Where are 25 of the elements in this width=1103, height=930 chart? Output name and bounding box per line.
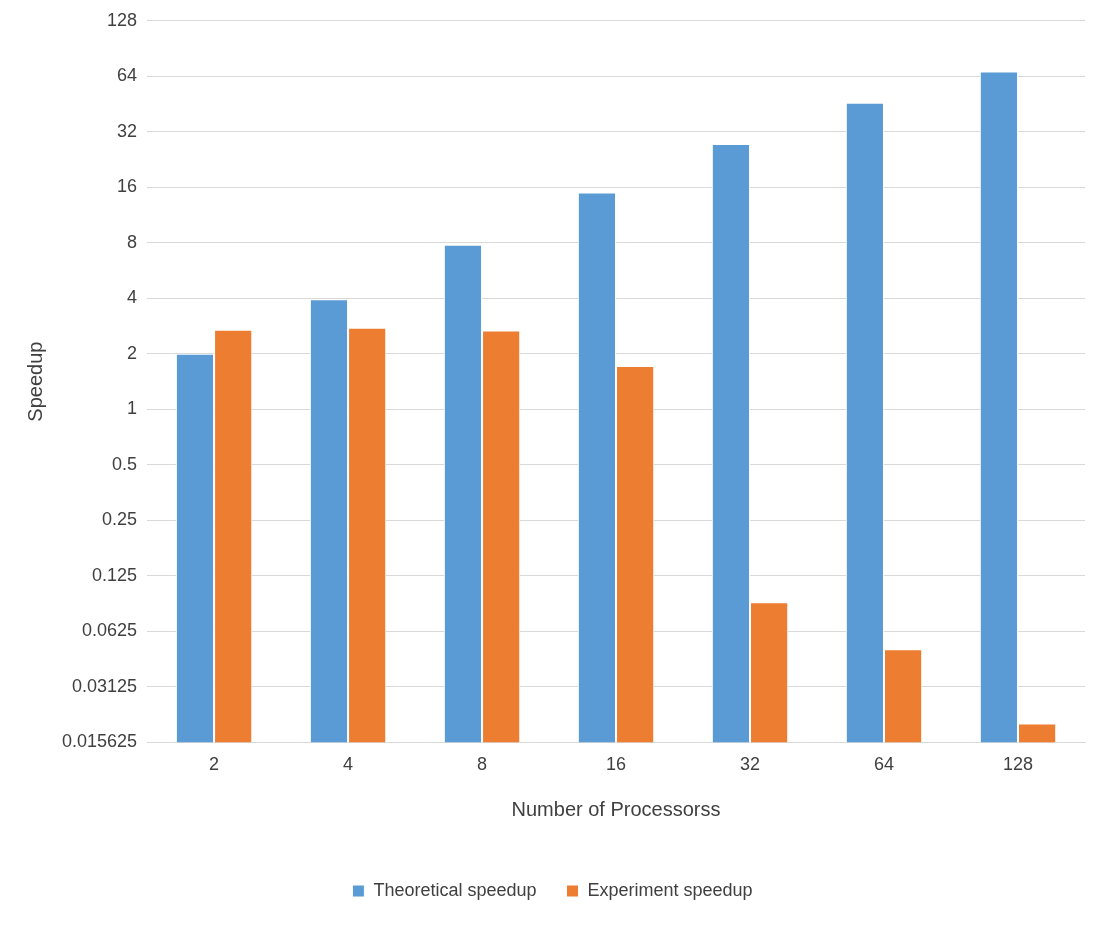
legend-label: Experiment speedup [587,879,753,900]
y-tick-label: 32 [117,120,138,141]
y-tick-label: 64 [117,65,138,86]
y-axis-title: Speedup [23,341,46,422]
y-tick-label: 0.015625 [62,731,138,752]
x-tick-label: 16 [606,754,627,775]
y-tick-label: 4 [127,287,138,308]
y-tick-label: 8 [127,231,138,252]
y-tick-label: 0.5 [112,453,138,474]
x-tick-label: 4 [343,754,354,775]
y-tick-label: 0.0625 [82,620,138,641]
x-tick-label: 64 [874,754,895,775]
x-tick-label: 128 [1002,754,1034,775]
x-tick-label: 2 [209,754,220,775]
y-tick-label: 0.125 [92,564,138,585]
y-tick-label: 0.03125 [72,675,138,696]
legend-label: Theoretical speedup [373,879,537,900]
x-tick-label: 32 [740,754,761,775]
x-tick-label: 8 [477,754,488,775]
y-tick-label: 0.25 [102,509,138,530]
y-tick-label: 2 [127,342,138,363]
y-tick-label: 128 [107,9,138,30]
y-tick-label: 1 [127,398,138,419]
x-axis-title: Number of Processorss [511,797,721,820]
y-tick-label: 16 [117,176,138,197]
